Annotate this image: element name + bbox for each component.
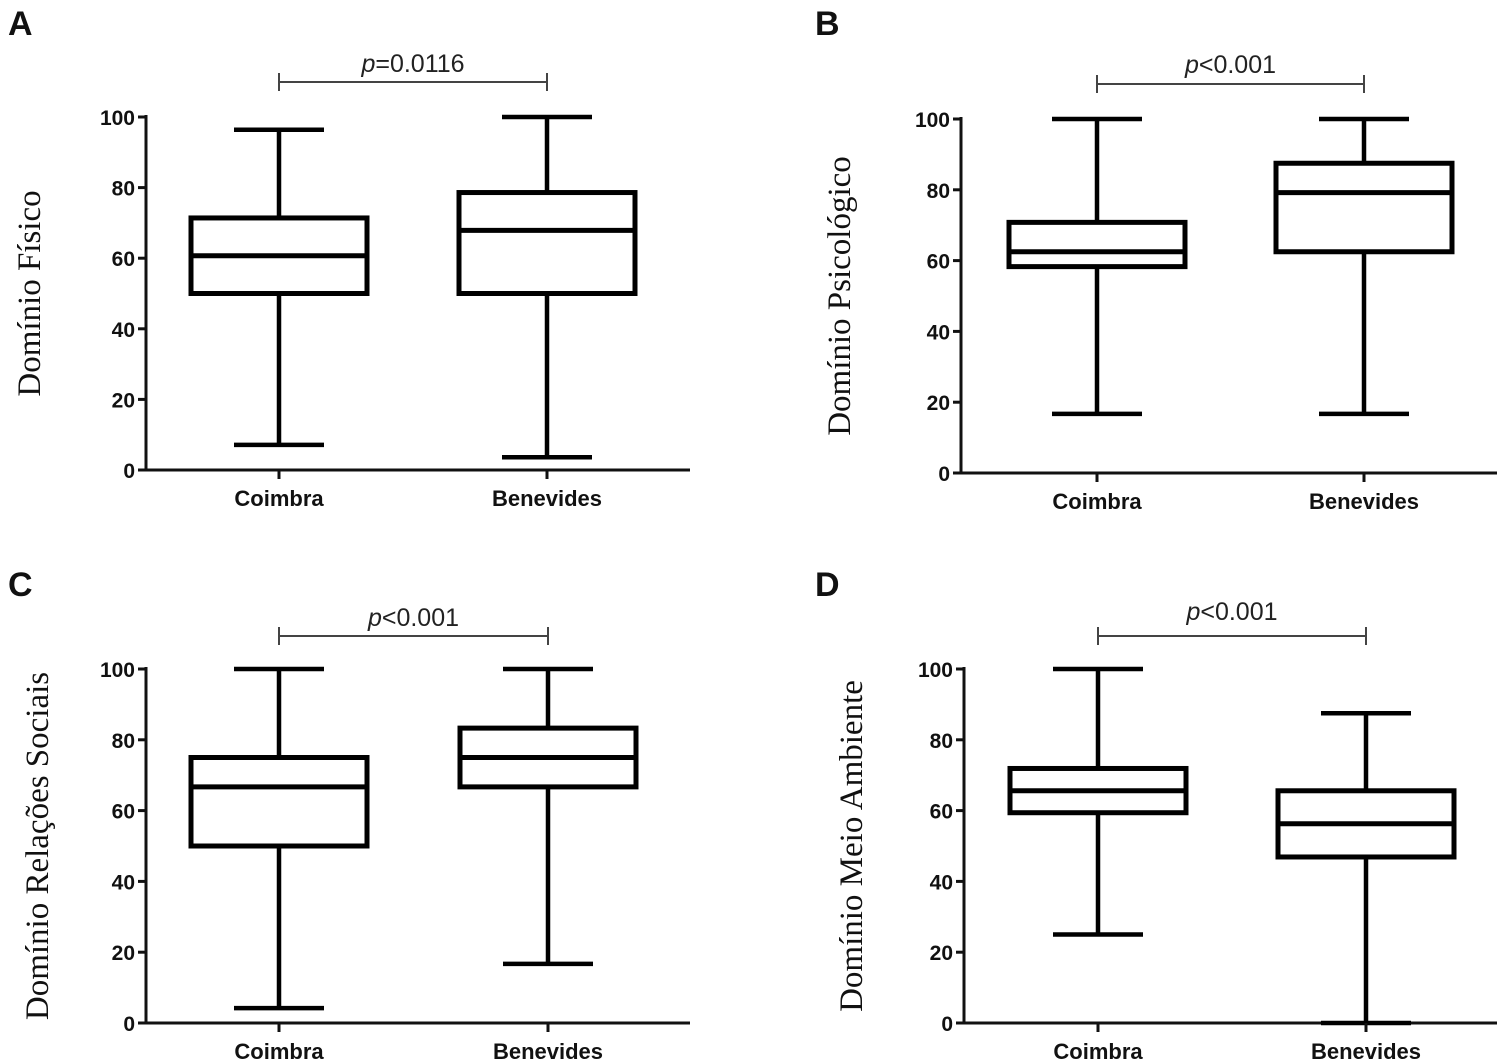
y-tick-label: 80	[112, 730, 135, 753]
y-tick-label: 0	[123, 460, 135, 483]
iqr-box	[456, 190, 638, 297]
iqr-box	[1273, 160, 1455, 255]
y-tick-label: 100	[100, 659, 135, 682]
significance-bracket	[278, 627, 549, 645]
y-tick-label: 0	[938, 463, 950, 486]
p-value-text: <0.001	[1199, 51, 1276, 79]
y-tick-label: 40	[112, 871, 135, 894]
panel-d: D Domínio Meio Ambiente 0 20 40 60 80 100 Coimbr…	[815, 566, 1497, 1063]
y-tick-label: 20	[112, 942, 135, 965]
p-value-annotation: p<0.001	[1184, 51, 1276, 79]
y-tick-label: 100	[918, 659, 953, 682]
y-tick-label: 100	[100, 107, 135, 130]
y-tick-label: 40	[927, 321, 950, 344]
y-axis-label: Domínio Relações Sociais	[20, 672, 56, 1020]
x-tick-label: Benevides	[493, 1039, 603, 1063]
panel-letter: D	[815, 566, 840, 604]
p-value-text: =0.0116	[375, 50, 464, 78]
p-value-text: <0.001	[1200, 598, 1277, 626]
y-tick-label: 60	[927, 251, 950, 274]
y-tick-label: 40	[930, 871, 953, 894]
panel-letter: C	[8, 566, 33, 604]
p-value-annotation: p=0.0116	[360, 50, 464, 78]
p-value-annotation: p<0.001	[367, 604, 459, 632]
panel-letter: A	[8, 5, 33, 43]
y-tick-label: 80	[930, 730, 953, 753]
p-value-text: <0.001	[382, 604, 459, 632]
box-benevides	[1275, 711, 1457, 1026]
box-coimbra	[188, 127, 370, 448]
x-tick-label: Coimbra	[1052, 489, 1142, 514]
box-coimbra	[1007, 666, 1189, 937]
y-tick-label: 20	[112, 389, 135, 412]
box-benevides	[1273, 116, 1455, 417]
p-symbol: p	[367, 604, 382, 632]
x-tick-label: Coimbra	[234, 486, 324, 511]
p-symbol: p	[1185, 598, 1200, 626]
y-tick-label: 0	[941, 1013, 953, 1036]
y-axis-label: Domínio Psicológico	[822, 156, 858, 436]
box-coimbra	[1006, 116, 1188, 417]
panel-letter: B	[815, 5, 840, 43]
y-tick-label: 60	[930, 801, 953, 824]
x-tick-label: Benevides	[1309, 489, 1419, 514]
x-tick-label: Coimbra	[234, 1039, 324, 1063]
p-symbol: p	[360, 50, 375, 78]
panel-c: C Domínio Relações Sociais 0 20 40 60 80 100 Coi…	[8, 566, 690, 1063]
box-coimbra	[188, 666, 370, 1011]
significance-bracket	[1096, 75, 1365, 93]
box-benevides	[457, 666, 639, 967]
iqr-box	[188, 755, 370, 849]
y-axis-label: Domínio Meio Ambiente	[834, 680, 870, 1012]
significance-bracket	[278, 73, 548, 91]
panel-b: B Domínio Psicológico 0 20 40 60 80 100 Coimbra B…	[815, 5, 1497, 514]
y-tick-label: 80	[112, 178, 135, 201]
y-tick-label: 60	[112, 801, 135, 824]
y-tick-label: 20	[930, 942, 953, 965]
y-tick-label: 40	[112, 319, 135, 342]
p-symbol: p	[1184, 51, 1199, 79]
box-benevides	[456, 114, 638, 460]
x-tick-label: Benevides	[492, 486, 602, 511]
y-tick-label: 0	[123, 1013, 135, 1036]
y-tick-label: 60	[112, 248, 135, 271]
significance-bracket	[1097, 627, 1367, 645]
p-value-annotation: p<0.001	[1185, 598, 1277, 626]
y-axis-label: Domínio Físico	[12, 190, 48, 396]
y-tick-label: 100	[915, 109, 950, 132]
panel-a: A Domínio Físico 0 20 40 60 80 100 Coimbra Benevi…	[8, 5, 690, 511]
iqr-box	[1006, 219, 1188, 270]
y-tick-label: 20	[927, 392, 950, 415]
y-tick-label: 80	[927, 180, 950, 203]
x-tick-label: Coimbra	[1053, 1039, 1143, 1063]
x-tick-label: Benevides	[1311, 1039, 1421, 1063]
